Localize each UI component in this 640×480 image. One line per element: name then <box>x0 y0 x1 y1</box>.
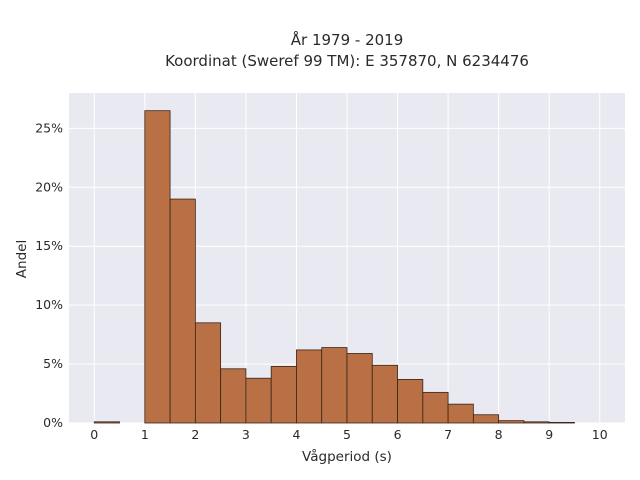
x-tick-label: 9 <box>545 427 553 442</box>
histogram-bar <box>144 110 171 424</box>
x-tick-label: 10 <box>592 427 608 442</box>
y-tick-label: 15% <box>35 238 63 253</box>
histogram-bar <box>371 364 398 424</box>
y-tick-label: 10% <box>35 297 63 312</box>
histogram-bar <box>498 420 525 424</box>
histogram-bar <box>447 403 474 424</box>
histogram-bar <box>220 368 247 424</box>
histogram-bar <box>548 422 575 424</box>
y-tick-label: 25% <box>35 120 63 135</box>
x-tick-label: 2 <box>191 427 199 442</box>
x-tick-label: 8 <box>495 427 503 442</box>
histogram-bar <box>194 322 222 424</box>
histogram-bars <box>93 110 575 424</box>
histogram-bar <box>523 421 550 424</box>
histogram-bar <box>245 377 272 424</box>
chart-title-line2: Koordinat (Sweref 99 TM): E 357870, N 62… <box>165 52 529 70</box>
y-tick-label: 5% <box>43 356 63 371</box>
y-axis-label: Andel <box>14 240 30 278</box>
x-tick-label: 0 <box>90 427 98 442</box>
x-axis-label: Vågperiod (s) <box>302 448 392 465</box>
chart-title-line1: År 1979 - 2019 <box>291 30 404 49</box>
y-tick-label: 20% <box>35 179 63 194</box>
histogram-bar <box>346 353 373 424</box>
histogram-bar <box>397 378 424 424</box>
histogram-bar <box>296 349 323 424</box>
histogram-bar <box>472 414 500 424</box>
x-tick-label: 4 <box>292 427 300 442</box>
y-tick-label: 0% <box>43 415 63 430</box>
x-tick-label: 5 <box>343 427 351 442</box>
x-tick-label: 6 <box>394 427 402 442</box>
histogram-bar <box>321 347 348 424</box>
x-tick-label: 1 <box>141 427 149 442</box>
x-tick-label: 3 <box>242 427 250 442</box>
histogram-bar <box>169 198 196 424</box>
histogram-bar <box>93 421 120 424</box>
axis-ticks: 0 1 2 3 4 5 6 7 8 9 10 0% 5% 10% 15% 20% 25% <box>35 120 608 442</box>
x-tick-label: 7 <box>444 427 452 442</box>
histogram-bar <box>270 366 297 424</box>
histogram-bar <box>422 391 449 424</box>
